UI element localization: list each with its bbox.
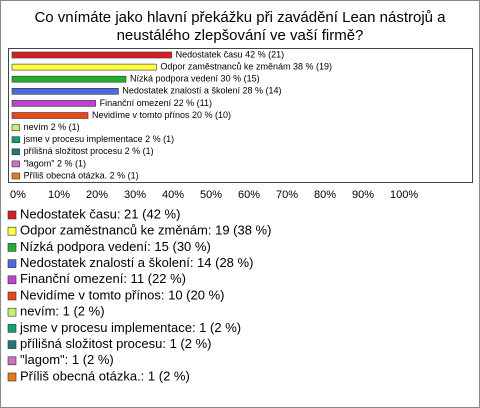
bar-label: Nedostatek znalostí a školení 28 % (14) (122, 86, 281, 96)
bar-label: Nízká podpora vedení 30 % (15) (130, 74, 260, 84)
bar (11, 136, 20, 143)
bar (11, 75, 127, 83)
bar-label: jsme v procesu implementace 2 % (1) (23, 134, 175, 144)
x-tick-label: 100% (390, 189, 418, 201)
bar (11, 63, 157, 71)
x-tick-label: 0% (10, 189, 26, 201)
bar (11, 148, 20, 156)
x-tick-label: 20% (86, 189, 108, 201)
chart-title: Co vnímáte jako hlavní překážku při zavá… (34, 9, 446, 26)
legend-label: "lagom": 1 (2 %) (20, 352, 114, 367)
chart-title: neustálého zlepšování ve vaší firmě? (117, 27, 364, 44)
legend-swatch (7, 226, 17, 236)
legend-swatch (7, 291, 17, 301)
bar-label: Finanční omezení 22 % (11) (100, 98, 212, 108)
x-tick-label: 10% (48, 189, 70, 201)
x-tick-label: 70% (276, 189, 298, 201)
bar-label: Nevidíme v tomto přínos 20 % (10) (92, 110, 231, 120)
bar-label: přílišná složitost procesu 2 % (1) (24, 146, 154, 156)
x-tick-label: 40% (162, 189, 184, 201)
legend-label: Nízká podpora vedení: 15 (30 %) (20, 239, 211, 254)
bar-label: Příliš obecná otázka. 2 % (1) (24, 170, 139, 180)
legend-label: Nedostatek času: 21 (42 %) (20, 206, 180, 221)
legend-swatch (7, 324, 17, 333)
bar-label: Odpor zaměstnanců ke změnám 38 % (19) (160, 61, 332, 71)
legend-swatch (7, 210, 17, 220)
bar (11, 100, 96, 107)
x-tick-label: 50% (200, 189, 222, 201)
legend-swatch (7, 372, 17, 382)
legend-swatch (7, 340, 17, 349)
legend-label: jsme v procesu implementace: 1 (2 %) (19, 320, 241, 335)
legend-label: přílišná složitost procesu: 1 (2 %) (20, 336, 211, 351)
x-tick-label: 90% (352, 189, 374, 201)
legend-label: Nevidíme v tomto přínos: 10 (20 %) (20, 287, 224, 302)
legend-swatch (7, 243, 17, 252)
bar (11, 88, 119, 95)
bar (11, 124, 20, 131)
bar-label: Nedostatek času 42 % (21) (176, 49, 285, 59)
legend-label: nevím: 1 (2 %) (20, 304, 105, 319)
legend-label: Odpor zaměstnanců ke změnám: 19 (38 %) (20, 223, 271, 238)
bar-label: "lagom" 2 % (1) (24, 158, 86, 168)
x-tick-label: 30% (124, 189, 146, 201)
legend-swatch (7, 307, 17, 317)
x-tick-label: 80% (314, 189, 336, 201)
bar (11, 160, 20, 168)
legend-label: Příliš obecná otázka.: 1 (2 %) (20, 368, 190, 383)
bar (11, 172, 20, 180)
legend-swatch (7, 259, 17, 268)
legend-label: Nedostatek znalostí a školení: 14 (28 %) (20, 255, 253, 270)
x-tick-label: 60% (238, 189, 260, 201)
legend-swatch (7, 356, 17, 366)
legend-swatch (7, 275, 17, 285)
bar (11, 112, 89, 119)
bar-label: nevím 2 % (1) (24, 122, 80, 132)
legend-label: Finanční omezení: 11 (22 %) (20, 271, 186, 286)
bar (11, 51, 172, 59)
